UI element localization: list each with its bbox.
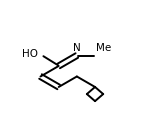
Text: Me: Me <box>96 43 111 53</box>
Text: HO: HO <box>22 49 38 59</box>
Text: N: N <box>73 43 81 53</box>
